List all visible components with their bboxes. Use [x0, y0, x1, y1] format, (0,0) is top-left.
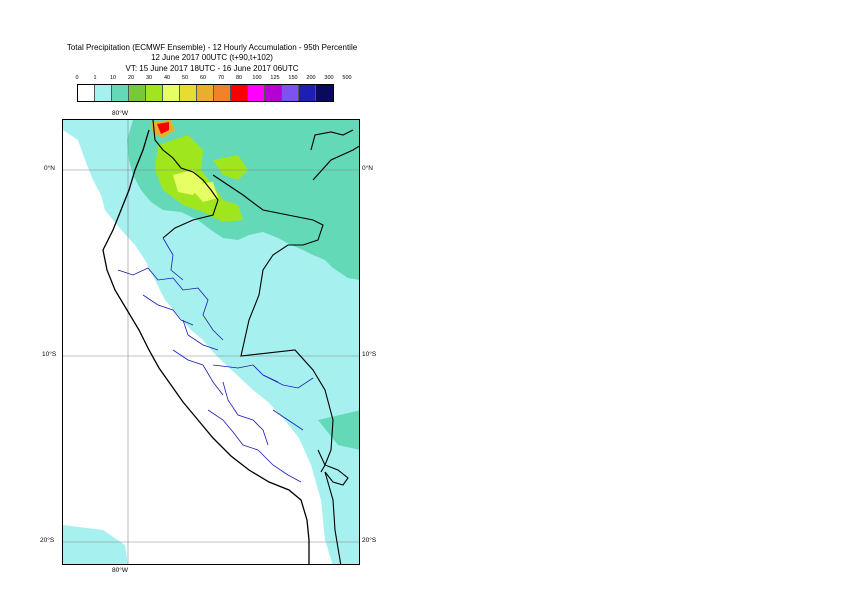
legend-swatch [180, 85, 197, 101]
legend-swatch [197, 85, 214, 101]
chart-run-date: 12 June 2017 00UTC (t+90,t+102) [151, 53, 273, 62]
legend-swatch [163, 85, 180, 101]
legend-threshold-label: 0 [75, 75, 79, 81]
legend-swatch [231, 85, 248, 101]
legend-swatch [129, 85, 146, 101]
legend-threshold-label: 200 [306, 75, 316, 81]
lat-label-20-right: 20°S [362, 537, 377, 544]
legend-threshold-labels: 0 1 10 20 30 40 50 60 70 80 100 125 150 200 300 500 [70, 75, 360, 84]
graticule [63, 120, 359, 564]
legend-swatch [95, 85, 112, 101]
legend-threshold-label: 50 [181, 75, 189, 81]
lat-label-20-left: 20°S [40, 537, 55, 544]
legend-threshold-label: 30 [145, 75, 153, 81]
chart-valid-time: VT: 15 June 2017 18UTC - 16 June 2017 06… [125, 64, 299, 73]
national-borders [152, 120, 359, 564]
legend-swatch [282, 85, 299, 101]
legend-swatch [265, 85, 282, 101]
chart-title: Total Precipitation (ECMWF Ensemble) - 1… [66, 43, 358, 52]
precip-max-spot [151, 120, 175, 138]
lat-label-10-right: 10°S [362, 351, 377, 358]
legend-threshold-label: 20 [127, 75, 135, 81]
legend-swatch [112, 85, 129, 101]
legend-threshold-label: 60 [199, 75, 207, 81]
precipitation-legend [77, 84, 334, 102]
legend-swatch [316, 85, 333, 101]
legend-swatch [299, 85, 316, 101]
legend-swatch [214, 85, 231, 101]
coastline [102, 129, 310, 564]
lat-label-0-left: 0°N [44, 165, 55, 172]
legend-threshold-label: 125 [270, 75, 280, 81]
legend-threshold-label: 150 [288, 75, 298, 81]
precip-field-40-60 [173, 170, 218, 202]
lat-label-0-right: 0°N [362, 165, 373, 172]
legend-swatch [78, 85, 95, 101]
lat-label-10-left: 10°S [42, 351, 57, 358]
lon-label-bottom: 80°W [112, 567, 128, 574]
legend-threshold-label: 100 [252, 75, 262, 81]
regional-borders [117, 237, 314, 483]
legend-swatch [248, 85, 265, 101]
legend-threshold-label: 40 [163, 75, 171, 81]
legend-threshold-label: 300 [324, 75, 334, 81]
legend-threshold-label: 80 [235, 75, 243, 81]
legend-threshold-label: 500 [342, 75, 352, 81]
legend-threshold-label: 10 [109, 75, 117, 81]
legend-threshold-label: 70 [217, 75, 225, 81]
precipitation-map: 80°W [62, 119, 360, 565]
legend-swatch [146, 85, 163, 101]
legend-threshold-label: 1 [93, 75, 97, 81]
lon-label-top-outer: 80°W [112, 110, 128, 117]
